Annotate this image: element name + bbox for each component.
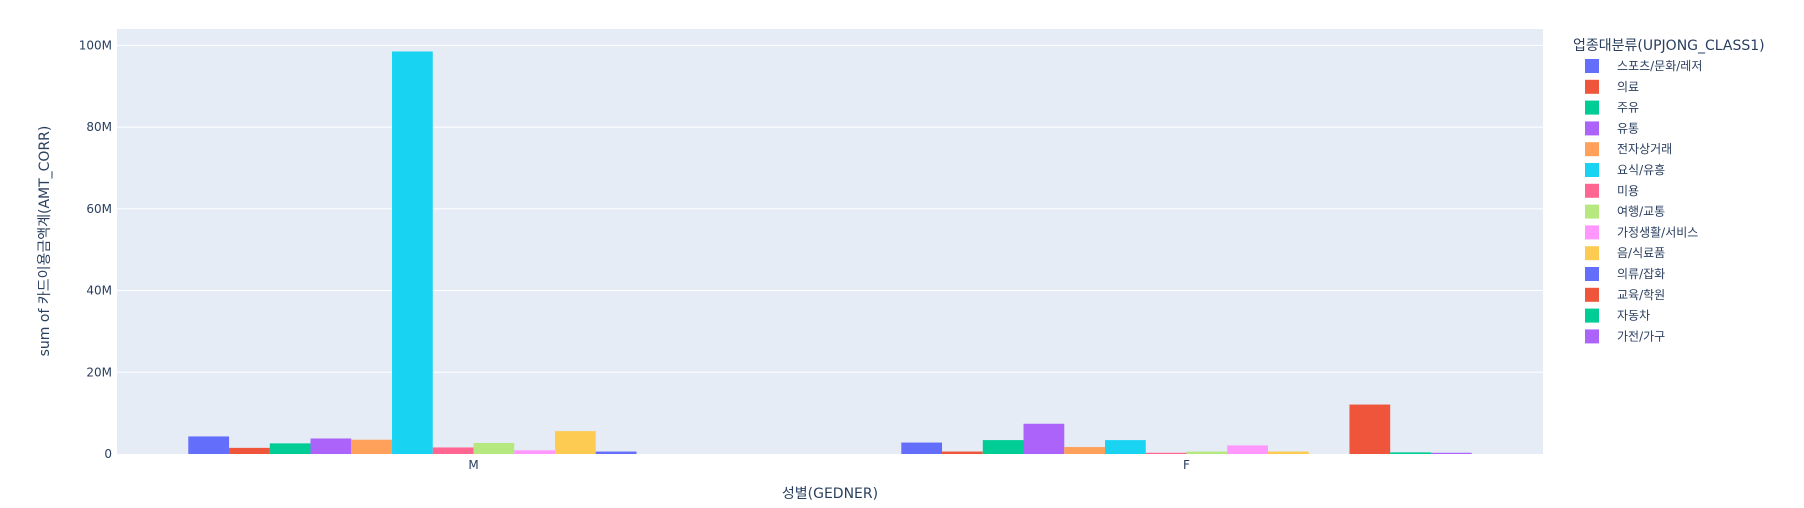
legend-item-label: 가정생활/서비스 xyxy=(1617,225,1698,239)
bar xyxy=(188,436,230,454)
legend-swatch xyxy=(1585,225,1599,240)
bar xyxy=(269,443,311,454)
legend-item-label: 의료 xyxy=(1617,80,1639,94)
x-tick-label: F xyxy=(1183,458,1190,472)
legend-item-label: 유통 xyxy=(1617,121,1639,135)
legend-swatch xyxy=(1585,142,1599,157)
y-tick-label: 100M xyxy=(79,38,112,52)
legend-item-label: 주유 xyxy=(1617,101,1639,115)
bar xyxy=(473,442,515,454)
legend-item-label: 여행/교통 xyxy=(1617,204,1665,219)
bar xyxy=(1023,423,1065,454)
legend-item-label: 의류/잡화 xyxy=(1617,267,1665,281)
bar xyxy=(514,450,555,454)
legend-item-label: 미용 xyxy=(1617,184,1639,198)
legend-item-label: 요식/유흥 xyxy=(1617,163,1665,177)
legend-swatch xyxy=(1585,204,1599,219)
legend-swatch xyxy=(1585,246,1599,261)
bar xyxy=(1105,440,1146,454)
bar xyxy=(1064,447,1106,454)
bar xyxy=(351,439,393,454)
legend-swatch xyxy=(1585,308,1599,323)
legend-item-label: 교육/학원 xyxy=(1617,288,1665,302)
legend-swatch xyxy=(1585,329,1599,344)
legend-swatch xyxy=(1585,183,1599,198)
legend-item-label: 전자상거래 xyxy=(1617,142,1672,156)
y-tick-label: 0 xyxy=(104,447,112,461)
bar xyxy=(595,451,637,454)
x-tick-label: M xyxy=(468,458,478,472)
legend: 스포츠/문화/레저의료주유유통전자상거래요식/유흥미용여행/교통가정생활/서비스… xyxy=(1585,59,1702,344)
legend-item-label: 스포츠/문화/레저 xyxy=(1617,59,1702,73)
legend-item-label: 가전/가구 xyxy=(1617,329,1665,343)
legend-title: 업종대분류(UPJONG_CLASS1) xyxy=(1573,38,1765,54)
legend-swatch xyxy=(1585,79,1599,94)
x-axis-title: 성별(GEDNER) xyxy=(782,486,878,502)
legend-swatch xyxy=(1585,59,1599,73)
bar xyxy=(432,447,474,454)
y-tick-labels: 0 20M 40M 60M 80M 100M xyxy=(79,38,112,461)
bars xyxy=(188,51,1472,455)
legend-swatch xyxy=(1585,287,1599,302)
bar xyxy=(1349,404,1391,454)
bar xyxy=(1145,452,1187,454)
grid-lines xyxy=(117,44,1543,373)
bar xyxy=(310,438,352,454)
bar xyxy=(1186,451,1228,454)
legend-swatch xyxy=(1585,267,1599,281)
legend-item-label: 자동차 xyxy=(1617,309,1650,323)
legend-swatch xyxy=(1585,121,1599,136)
legend-swatch xyxy=(1585,100,1599,115)
bar xyxy=(1390,452,1431,454)
legend-swatch xyxy=(1585,163,1599,177)
bar xyxy=(901,442,943,454)
bar xyxy=(1430,452,1472,454)
bar xyxy=(392,51,433,455)
legend-item-label: 음/식료품 xyxy=(1617,246,1665,260)
bar xyxy=(229,447,270,454)
y-tick-label: 60M xyxy=(86,202,112,216)
bar xyxy=(982,440,1024,454)
y-axis-title: sum of 카드이용금액계(AMT_CORR) xyxy=(37,126,53,357)
y-tick-label: 40M xyxy=(86,284,112,298)
plot-background xyxy=(117,29,1543,454)
y-tick-label: 20M xyxy=(86,365,112,379)
bar xyxy=(1267,451,1309,454)
bar xyxy=(1227,445,1268,454)
bar xyxy=(554,431,596,454)
y-tick-label: 80M xyxy=(86,120,112,134)
bar xyxy=(942,451,983,454)
